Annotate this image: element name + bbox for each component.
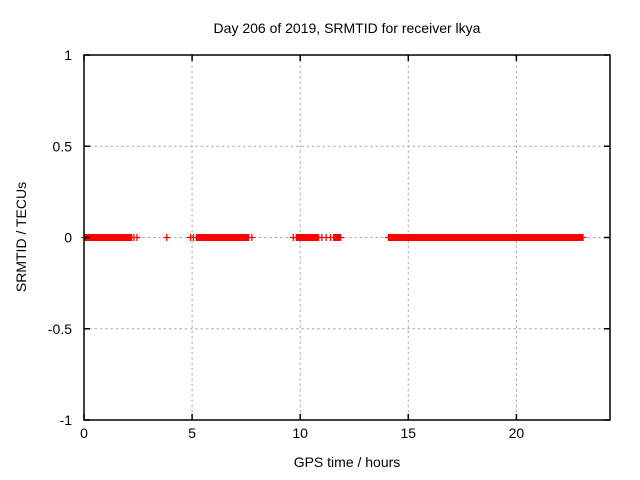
x-tick-label: 0: [80, 425, 88, 441]
x-tick-label: 10: [292, 425, 308, 441]
y-tick-label: 1: [64, 47, 72, 63]
y-tick-label: -1: [60, 412, 73, 428]
x-tick-label: 15: [401, 425, 417, 441]
x-axis-label: GPS time / hours: [293, 454, 401, 470]
data-markers-srmtid: [81, 234, 587, 241]
y-tick-label: 0.5: [53, 138, 73, 154]
y-tick-label: -0.5: [48, 321, 72, 337]
y-tick-label: 0: [64, 230, 72, 246]
chart-title: Day 206 of 2019, SRMTID for receiver lky…: [213, 20, 481, 36]
x-tick-label: 20: [509, 425, 525, 441]
x-tick-label: 5: [188, 425, 196, 441]
